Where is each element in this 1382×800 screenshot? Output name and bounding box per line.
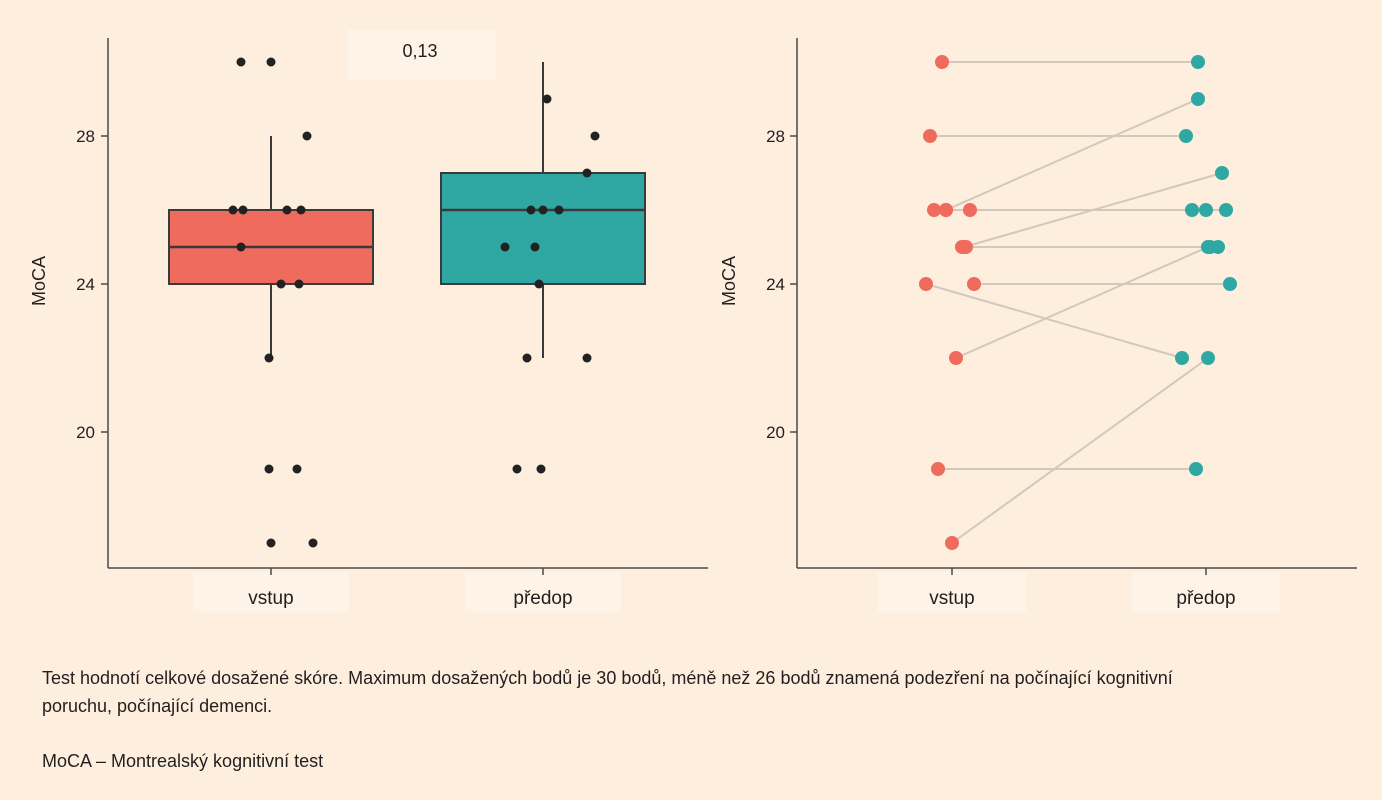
point-predop — [1223, 277, 1237, 291]
point-predop — [1175, 351, 1189, 365]
p-value-annotation: 0,13 — [402, 41, 437, 61]
data-point — [264, 464, 274, 474]
point-vstup — [967, 277, 981, 291]
right-plot-background — [797, 38, 1357, 568]
point-vstup — [959, 240, 973, 254]
point-vstup — [919, 277, 933, 291]
data-point — [538, 205, 548, 215]
point-vstup — [927, 203, 941, 217]
point-vstup — [935, 55, 949, 69]
data-point — [228, 205, 238, 215]
right-xtick-label: vstup — [929, 588, 974, 609]
annotation-background — [348, 30, 496, 80]
box-předop — [440, 172, 646, 285]
point-predop — [1189, 462, 1203, 476]
point-vstup — [945, 536, 959, 550]
point-predop — [1199, 203, 1213, 217]
data-point — [534, 279, 544, 289]
left-ylabel: MoCA — [29, 256, 49, 306]
point-predop — [1211, 240, 1225, 254]
data-point — [582, 353, 592, 363]
data-point — [296, 205, 306, 215]
boxplot-panel: 0,13 MoCA 20 24 28 vstup předop — [29, 30, 708, 612]
data-point — [276, 279, 286, 289]
point-predop — [1219, 203, 1233, 217]
data-point — [292, 464, 302, 474]
data-point — [238, 205, 248, 215]
left-ytick-label: 28 — [76, 127, 95, 146]
charts-area: 0,13 MoCA 20 24 28 vstup předop MoCA 20 24 28… — [29, 30, 1357, 612]
right-ytick-label: 28 — [766, 127, 785, 146]
data-point — [308, 538, 318, 548]
data-point — [530, 242, 540, 252]
xtick-label-background — [193, 572, 349, 612]
data-point — [512, 464, 522, 474]
xtick-label-background — [1132, 572, 1280, 612]
point-predop — [1191, 92, 1205, 106]
point-vstup — [939, 203, 953, 217]
data-point — [294, 279, 304, 289]
right-ylabel: MoCA — [719, 256, 739, 306]
data-point — [554, 205, 564, 215]
right-xtick-label: předop — [1176, 588, 1235, 609]
data-point — [582, 168, 592, 178]
xtick-label-background — [878, 572, 1026, 612]
right-ytick-label: 20 — [766, 423, 785, 442]
data-point — [536, 464, 546, 474]
point-vstup — [923, 129, 937, 143]
pair-line — [951, 357, 1209, 544]
pair-line — [963, 172, 1223, 248]
pair-line — [955, 246, 1209, 359]
data-point — [282, 205, 292, 215]
left-xtick-label: vstup — [248, 588, 293, 609]
right-ytick-label: 24 — [766, 275, 785, 294]
xtick-label-background — [465, 572, 621, 612]
point-vstup — [949, 351, 963, 365]
pair-line — [925, 283, 1183, 359]
point-vstup — [931, 462, 945, 476]
point-predop — [1201, 240, 1215, 254]
point-predop — [1215, 166, 1229, 180]
left-ytick-label: 24 — [76, 275, 95, 294]
data-point — [302, 131, 312, 141]
data-point — [266, 538, 276, 548]
pair-line — [945, 98, 1199, 211]
left-xtick-label: předop — [513, 588, 572, 609]
point-predop — [1185, 203, 1199, 217]
left-plot-background — [108, 38, 708, 568]
data-point — [590, 131, 600, 141]
data-point — [236, 57, 246, 67]
point-predop — [1191, 55, 1205, 69]
left-ytick-label: 20 — [76, 423, 95, 442]
data-point — [526, 205, 536, 215]
data-point — [542, 94, 552, 104]
point-vstup — [963, 203, 977, 217]
data-point — [264, 353, 274, 363]
point-predop — [1201, 351, 1215, 365]
data-point — [522, 353, 532, 363]
data-point — [236, 242, 246, 252]
abbreviation-note: MoCA – Montrealský kognitivní test — [42, 751, 324, 771]
figure-caption: Test hodnotí celkové dosažené skóre. Max… — [42, 668, 1173, 716]
point-predop — [1179, 129, 1193, 143]
data-point — [266, 57, 276, 67]
paired-plot-panel: MoCA 20 24 28 vstup předop — [719, 38, 1357, 612]
data-point — [500, 242, 510, 252]
